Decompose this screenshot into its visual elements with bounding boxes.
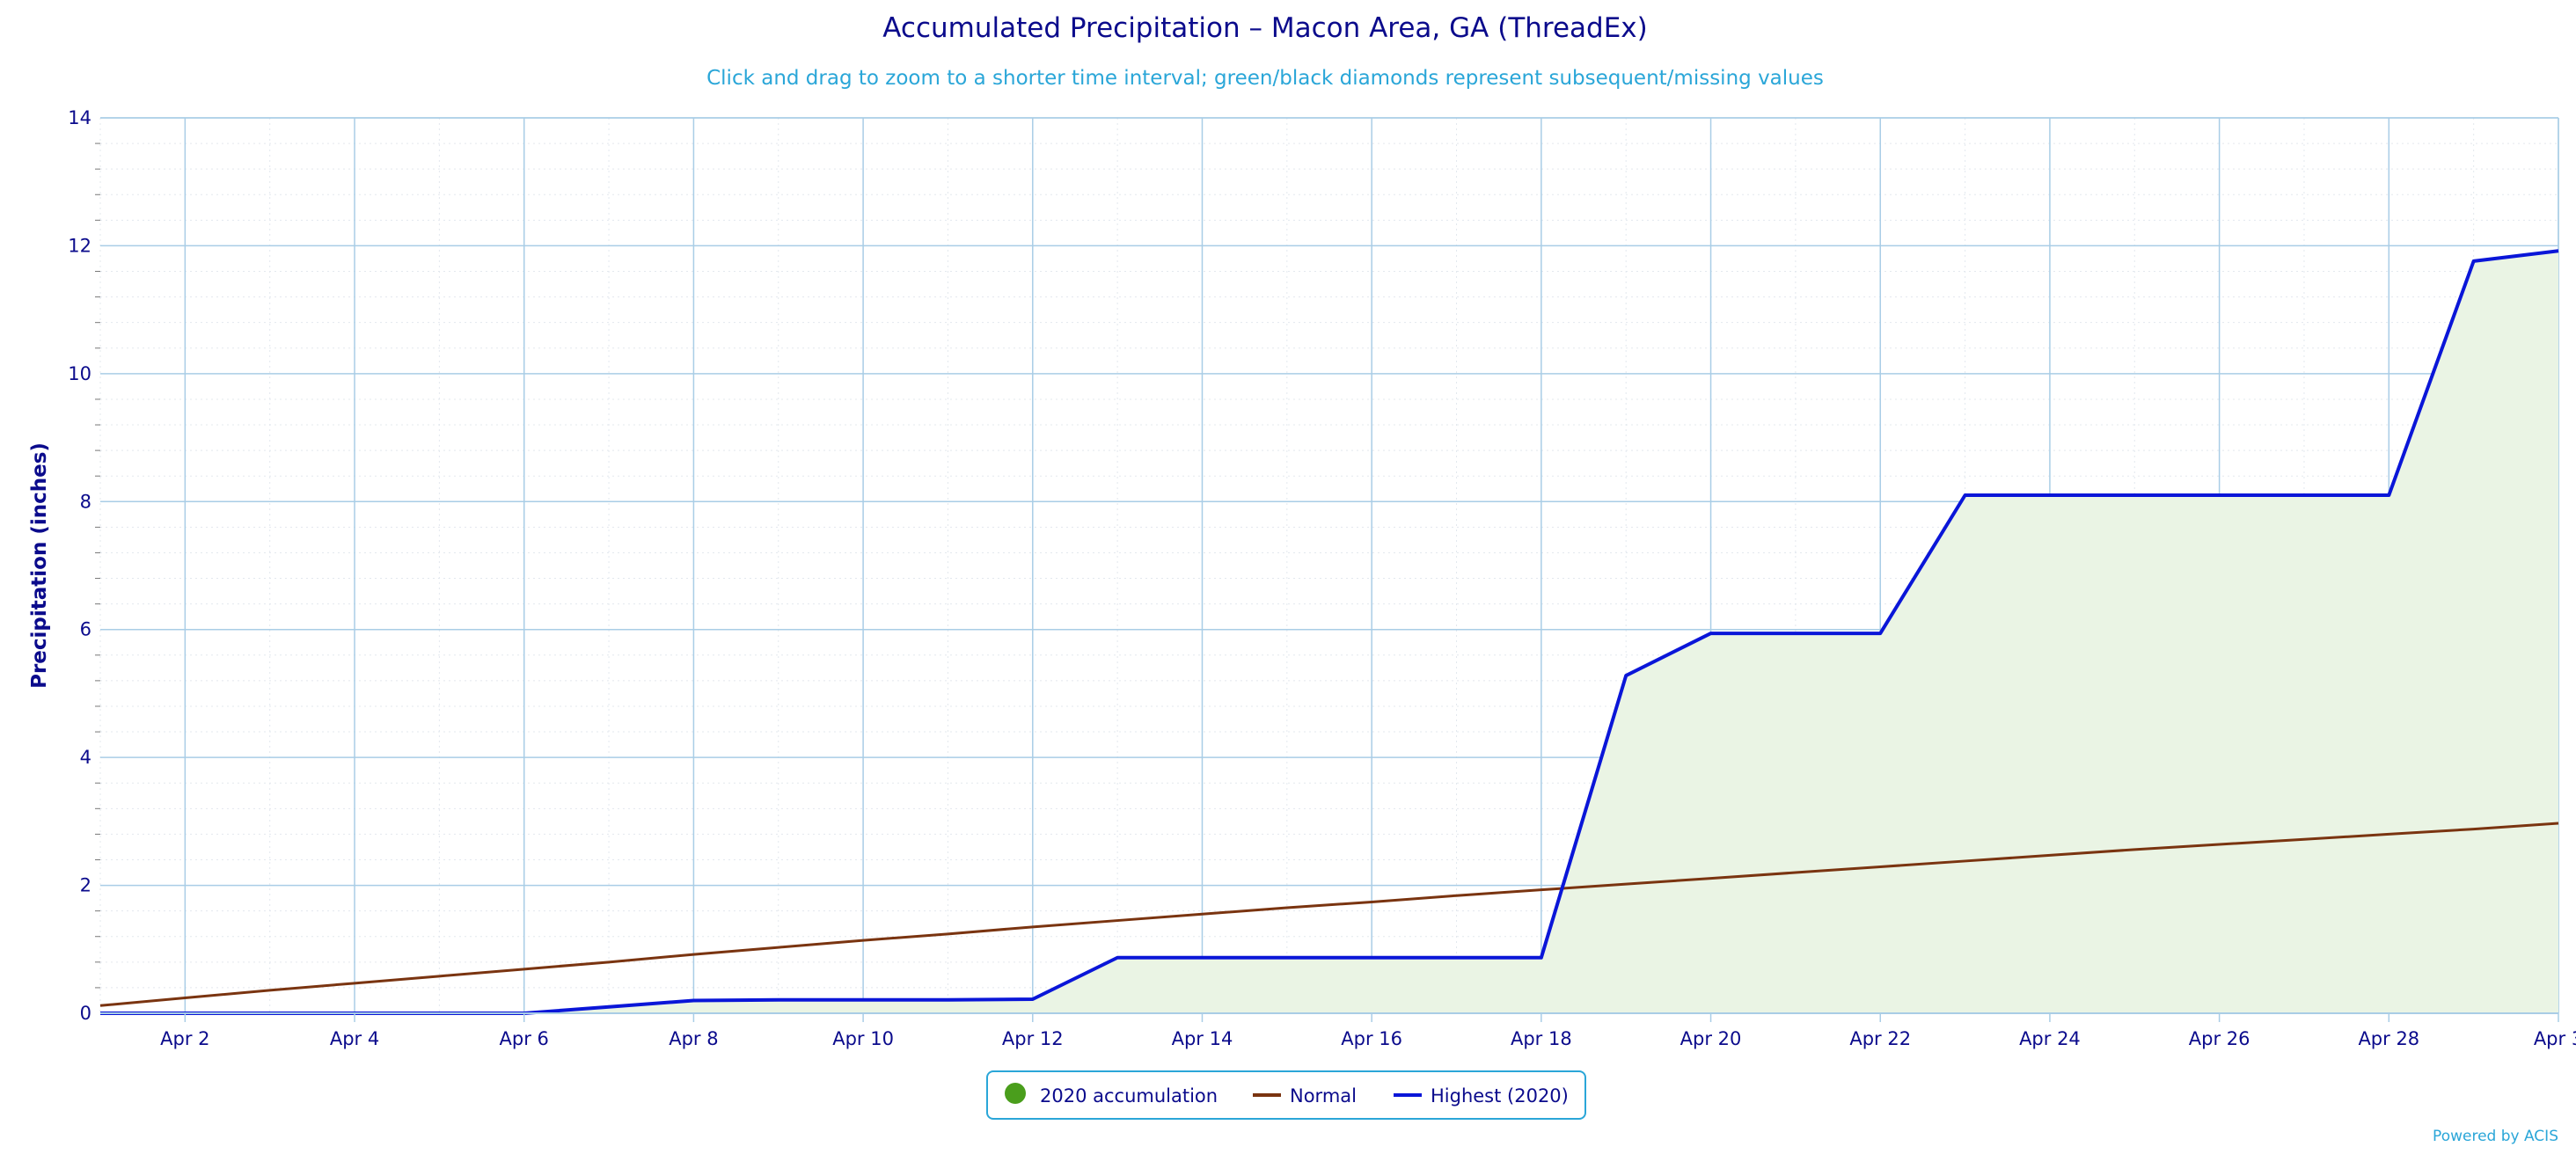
y-tick-label: 8 bbox=[80, 491, 91, 512]
legend-label: Normal bbox=[1290, 1085, 1357, 1107]
x-tick-label: Apr 18 bbox=[1511, 1028, 1572, 1049]
y-tick-label: 12 bbox=[68, 235, 91, 256]
credit-text[interactable]: Powered by ACIS bbox=[2433, 1128, 2558, 1145]
y-tick-label: 6 bbox=[80, 619, 91, 640]
x-axis: Apr 2 Apr 4 Apr 6 Apr 8 Apr 10 Apr 12 Apr 14 Ap… bbox=[160, 1013, 2576, 1049]
y-tick-label: 0 bbox=[80, 1003, 91, 1024]
y-tick-label: 4 bbox=[80, 747, 91, 768]
plot-area[interactable] bbox=[99, 117, 2559, 1015]
x-tick-label: Apr 20 bbox=[1680, 1028, 1742, 1049]
legend[interactable]: 2020 accumulation Normal Highest (2020) bbox=[986, 1070, 1586, 1120]
legend-label: 2020 accumulation bbox=[1040, 1085, 1218, 1107]
chart-title: Accumulated Precipitation – Macon Area, … bbox=[882, 12, 1647, 44]
y-axis-label: Precipitation (inches) bbox=[28, 442, 51, 689]
x-tick-label: Apr 16 bbox=[1341, 1028, 1402, 1049]
legend-item[interactable]: Normal bbox=[1253, 1085, 1357, 1107]
series-2020-accumulation-area[interactable] bbox=[100, 251, 2558, 1013]
x-tick-label: Apr 12 bbox=[1002, 1028, 1064, 1049]
legend-item[interactable]: Highest (2020) bbox=[1394, 1085, 1569, 1107]
y-tick-label: 2 bbox=[80, 875, 91, 896]
x-tick-label: Apr 2 bbox=[160, 1028, 209, 1049]
x-tick-label: Apr 3 bbox=[2534, 1028, 2576, 1049]
x-tick-label: Apr 28 bbox=[2358, 1028, 2419, 1049]
x-tick-label: Apr 22 bbox=[1849, 1028, 1911, 1049]
x-tick-label: Apr 6 bbox=[500, 1028, 549, 1049]
legend-marker-circle-icon bbox=[1005, 1083, 1026, 1104]
y-tick-label: 10 bbox=[68, 363, 91, 384]
series-normal-line[interactable] bbox=[99, 822, 2559, 1007]
x-tick-label: Apr 10 bbox=[832, 1028, 894, 1049]
x-tick-label: Apr 14 bbox=[1172, 1028, 1233, 1049]
legend-label: Highest (2020) bbox=[1431, 1085, 1569, 1107]
x-tick-label: Apr 8 bbox=[669, 1028, 718, 1049]
legend-item[interactable]: 2020 accumulation bbox=[1005, 1083, 1218, 1107]
x-tick-label: Apr 24 bbox=[2019, 1028, 2081, 1049]
x-tick-label: Apr 26 bbox=[2189, 1028, 2250, 1049]
x-tick-label: Apr 4 bbox=[330, 1028, 379, 1049]
legend-box bbox=[986, 1070, 1586, 1120]
y-axis: 0 2 4 6 8 10 12 14 bbox=[68, 107, 100, 1024]
chart-subtitle: Click and drag to zoom to a shorter time… bbox=[706, 67, 1824, 90]
y-tick-label: 14 bbox=[68, 107, 91, 128]
